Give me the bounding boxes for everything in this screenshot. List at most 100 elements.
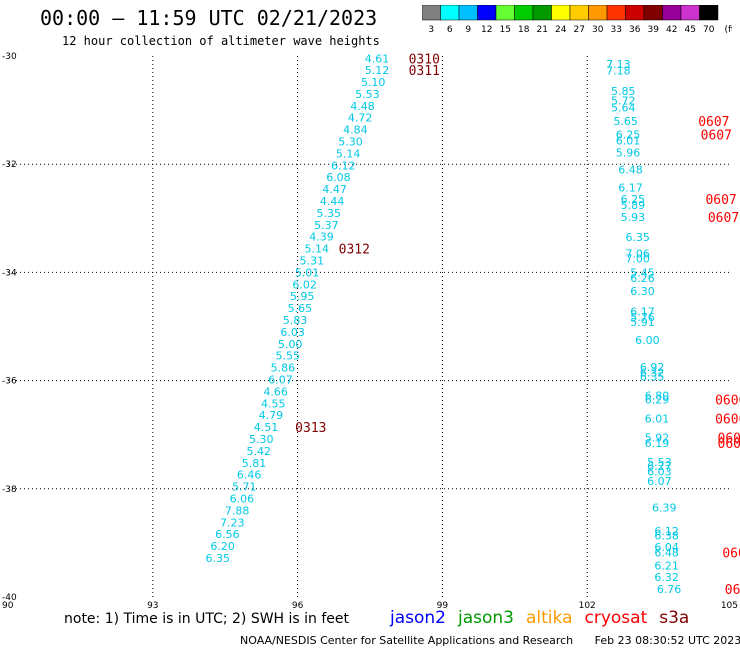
footer-note: note: 1) Time is in UTC; 2) SWH is in fe…	[64, 611, 350, 627]
generated-timestamp: Feb 23 08:30:52 UTC 2023	[594, 634, 740, 647]
wave-height-value: 5.95	[290, 290, 315, 303]
wave-height-value: 5.53	[355, 88, 380, 101]
legend-tick-label: 30	[592, 25, 604, 35]
mission-altika: altika	[526, 608, 573, 628]
pass-time-label: 0312	[339, 243, 370, 258]
wave-height-value: 6.01	[645, 412, 670, 425]
legend-tick-label: 39	[648, 25, 660, 35]
y-tick-label: -40	[2, 593, 17, 603]
wave-height-value: 5.37	[314, 219, 339, 232]
wave-height-value: 5.72	[611, 94, 636, 107]
legend-tick-label: 6	[447, 25, 453, 35]
wave-height-value: 6.08	[326, 171, 351, 184]
wave-height-value: 6.35	[206, 552, 231, 565]
mission-cryosat: cryosat	[584, 608, 648, 628]
chart-subtitle: 12 hour collection of altimeter wave hei…	[62, 34, 380, 48]
chart-title: 00:00 – 11:59 UTC 02/21/2023	[40, 6, 378, 30]
wave-height-value: 6.02	[292, 278, 317, 291]
wave-height-value: 6.12	[654, 525, 679, 538]
pass-time-label: 0313	[295, 421, 326, 436]
wave-height-value: 6.12	[331, 159, 356, 172]
legend-tick-label: 27	[574, 25, 585, 35]
wave-height-value: 6.39	[652, 502, 677, 515]
wave-height-value: 6.01	[616, 134, 641, 147]
wave-height-value: 5.83	[283, 314, 308, 327]
wave-height-value: 6.04	[654, 541, 679, 554]
wave-height-value: 6.17	[618, 181, 643, 194]
wave-height-value: 5.71	[232, 481, 257, 494]
x-tick-label: 90	[2, 601, 14, 610]
wave-height-value: 6.21	[654, 560, 679, 573]
y-tick-label: -30	[2, 52, 17, 62]
y-tick-label: -36	[2, 377, 17, 387]
wave-height-value: 6.00	[635, 334, 660, 347]
mission-s3a: s3a	[659, 608, 690, 628]
wave-height-value: 5.10	[361, 76, 386, 89]
legend-tick-label: 45	[685, 25, 696, 35]
footer-credit: NOAA/NESDIS Center for Satellite Applica…	[240, 634, 740, 647]
wave-height-value: 7.88	[225, 504, 250, 517]
wave-height-value: 6.92	[640, 361, 665, 374]
wave-height-value: 7.06	[625, 247, 650, 260]
wave-height-value: 4.48	[350, 100, 375, 113]
wave-height-value: 5.91	[630, 316, 655, 329]
pass-time-label: 0605	[725, 583, 740, 598]
pass-time-label: 0607	[708, 211, 739, 226]
wave-height-value: 6.27	[647, 460, 672, 473]
wave-height-value: 6.48	[654, 547, 679, 560]
wave-height-value: 7.13	[606, 58, 631, 71]
wave-height-value: 5.01	[295, 266, 320, 279]
wave-height-value: 6.56	[215, 528, 240, 541]
pass-time-label: 0310	[409, 53, 440, 68]
wave-height-value: 4.72	[348, 112, 373, 125]
wave-height-value: 4.55	[261, 397, 286, 410]
pass-time-label: 0607	[698, 115, 729, 130]
wave-height-value: 5.14	[336, 147, 361, 160]
wave-height-value: 5.53	[647, 456, 672, 469]
legend-swatch	[699, 5, 719, 21]
wave-height-value: 5.64	[611, 101, 636, 114]
wave-height-value: 5.30	[249, 433, 274, 446]
legend-tick-label: 18	[518, 25, 530, 35]
wave-height-value: 5.65	[288, 302, 313, 315]
wave-height-value: 5.85	[611, 85, 636, 98]
wave-height-value: 5.00	[278, 338, 303, 351]
pass-time-label: 0605	[718, 431, 740, 446]
wave-height-value: 6.17	[630, 305, 655, 318]
legend-tick-label: 21	[537, 25, 548, 35]
pass-time-label: 0607	[701, 128, 732, 143]
wave-height-value: 6.06	[230, 493, 255, 506]
legend-tick-label: 70	[703, 25, 715, 35]
wave-height-value: 6.32	[640, 366, 665, 379]
wave-height-value: 5.12	[365, 64, 390, 77]
legend-tick-label: 15	[500, 25, 511, 35]
wave-height-value: 6.48	[618, 164, 643, 177]
mission-legend: jason2 jason3 altika cryosat s3a	[390, 608, 701, 628]
y-tick-label: -38	[2, 485, 17, 495]
wave-height-value: 5.42	[247, 445, 272, 458]
x-tick-label: 105	[721, 601, 738, 610]
wave-height-value: 6.25	[616, 128, 641, 141]
wave-height-value: 5.92	[645, 431, 670, 444]
wave-height-value: 6.20	[210, 540, 235, 553]
legend-tick-label: 33	[611, 25, 622, 35]
wave-height-value: 4.44	[320, 195, 345, 208]
wave-height-value: 6.07	[647, 475, 672, 488]
wave-height-value: 6.80	[645, 390, 670, 403]
wave-height-value: 4.79	[259, 409, 284, 422]
x-tick-label: 96	[292, 601, 304, 610]
y-tick-label: -32	[2, 160, 17, 170]
legend-tick-label: (ft)	[724, 25, 732, 35]
wave-height-value: 6.19	[645, 437, 670, 450]
mission-jason2: jason2	[390, 608, 446, 628]
legend-tick-label: 12	[481, 25, 492, 35]
wave-height-value: 6.03	[280, 326, 305, 339]
pass-time-label: 0603	[718, 437, 740, 452]
wave-height-value: 7.23	[220, 516, 245, 529]
wave-height-value: 5.89	[621, 199, 646, 212]
legend-tick-label: 3	[428, 25, 434, 35]
wave-height-value: 6.07	[268, 374, 293, 387]
wave-height-value: 6.35	[625, 231, 650, 244]
